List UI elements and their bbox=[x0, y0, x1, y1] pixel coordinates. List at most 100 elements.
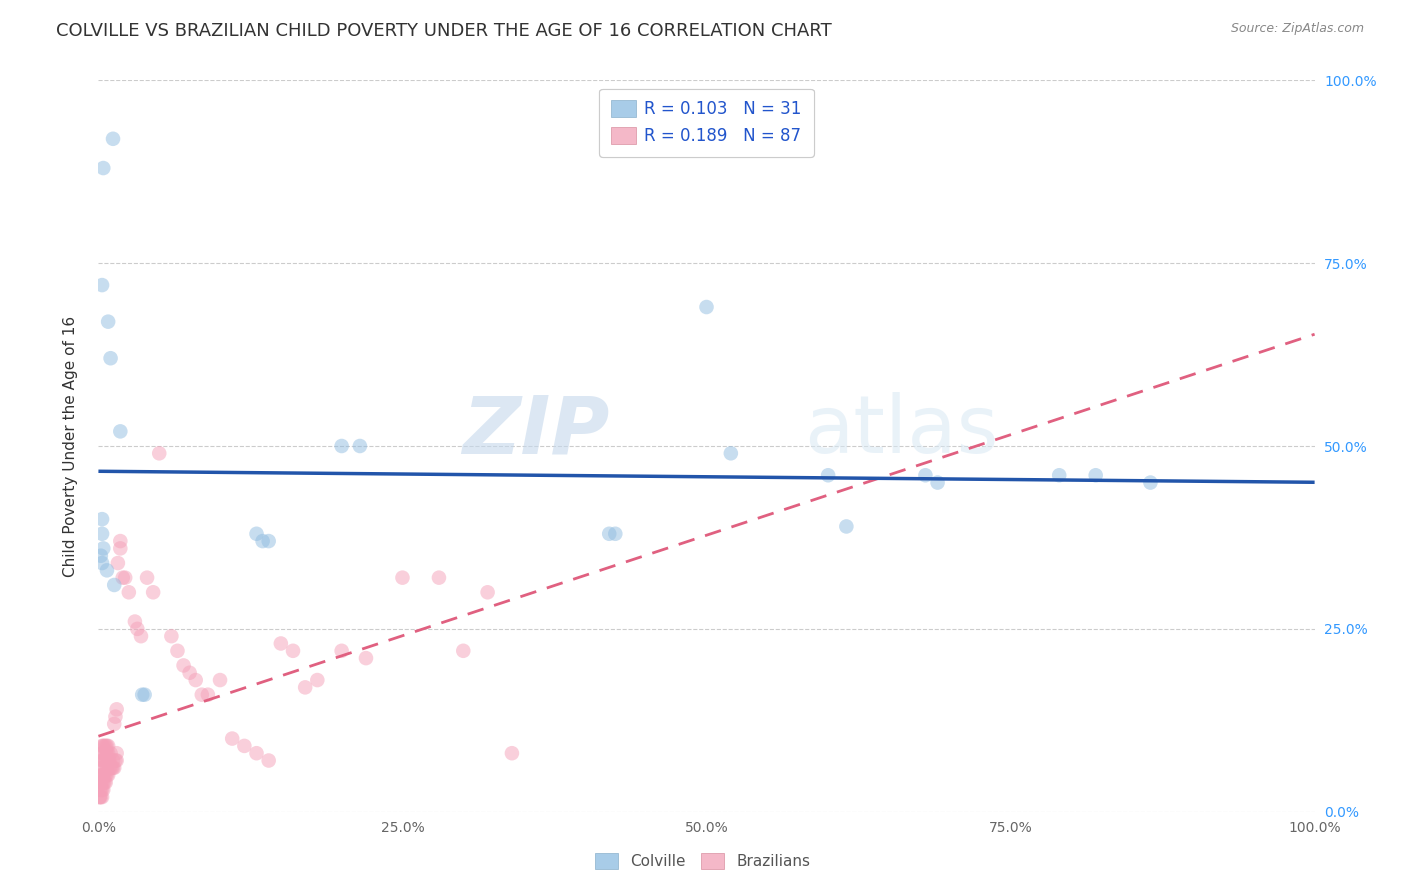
Point bbox=[257, 534, 280, 549]
Text: atlas: atlas bbox=[804, 392, 998, 470]
Point bbox=[91, 512, 114, 526]
Point bbox=[160, 629, 183, 643]
Point bbox=[209, 673, 232, 687]
Point bbox=[179, 665, 201, 680]
Point bbox=[110, 541, 132, 556]
Point bbox=[427, 571, 450, 585]
Point bbox=[93, 775, 115, 789]
Point bbox=[127, 622, 149, 636]
Point bbox=[1139, 475, 1161, 490]
Point bbox=[252, 534, 274, 549]
Point bbox=[233, 739, 256, 753]
Point bbox=[1084, 468, 1107, 483]
Point bbox=[96, 761, 118, 775]
Point bbox=[91, 526, 114, 541]
Point bbox=[184, 673, 207, 687]
Point bbox=[91, 754, 114, 768]
Point bbox=[96, 768, 118, 782]
Point bbox=[96, 563, 118, 577]
Point bbox=[307, 673, 329, 687]
Point bbox=[98, 761, 121, 775]
Point bbox=[817, 468, 839, 483]
Point bbox=[330, 439, 353, 453]
Point bbox=[93, 739, 115, 753]
Text: Source: ZipAtlas.com: Source: ZipAtlas.com bbox=[1230, 22, 1364, 36]
Point bbox=[100, 746, 122, 760]
Point bbox=[354, 651, 377, 665]
Point bbox=[598, 526, 620, 541]
Point bbox=[90, 790, 112, 805]
Point bbox=[696, 300, 718, 314]
Point bbox=[94, 739, 117, 753]
Point bbox=[98, 754, 121, 768]
Point bbox=[91, 775, 114, 789]
Legend: R = 0.103   N = 31, R = 0.189   N = 87: R = 0.103 N = 31, R = 0.189 N = 87 bbox=[599, 88, 814, 157]
Point bbox=[91, 746, 114, 760]
Point bbox=[257, 754, 280, 768]
Point bbox=[245, 526, 267, 541]
Point bbox=[101, 761, 124, 775]
Point bbox=[129, 629, 152, 643]
Point bbox=[97, 768, 120, 782]
Point bbox=[90, 549, 112, 563]
Point bbox=[720, 446, 742, 460]
Point bbox=[914, 468, 936, 483]
Point bbox=[270, 636, 292, 650]
Point bbox=[104, 754, 127, 768]
Text: COLVILLE VS BRAZILIAN CHILD POVERTY UNDER THE AGE OF 16 CORRELATION CHART: COLVILLE VS BRAZILIAN CHILD POVERTY UNDE… bbox=[56, 22, 832, 40]
Point bbox=[166, 644, 188, 658]
Point bbox=[91, 761, 114, 775]
Legend: Colville, Brazilians: Colville, Brazilians bbox=[589, 847, 817, 875]
Point bbox=[91, 556, 114, 570]
Point bbox=[89, 775, 111, 789]
Point bbox=[90, 768, 112, 782]
Point bbox=[100, 351, 122, 366]
Point bbox=[94, 746, 117, 760]
Point bbox=[118, 585, 141, 599]
Point bbox=[349, 439, 371, 453]
Point bbox=[221, 731, 243, 746]
Point bbox=[94, 775, 117, 789]
Point bbox=[91, 775, 114, 789]
Point bbox=[91, 768, 114, 782]
Point bbox=[927, 475, 949, 490]
Point bbox=[281, 644, 304, 658]
Point bbox=[91, 739, 114, 753]
Point bbox=[101, 754, 124, 768]
Point bbox=[245, 746, 267, 760]
Point bbox=[197, 688, 219, 702]
Point bbox=[94, 754, 117, 768]
Point bbox=[91, 754, 114, 768]
Point bbox=[94, 768, 117, 782]
Point bbox=[605, 526, 627, 541]
Point bbox=[93, 761, 115, 775]
Point bbox=[114, 571, 136, 585]
Point bbox=[173, 658, 195, 673]
Point bbox=[142, 585, 165, 599]
Point bbox=[107, 556, 129, 570]
Point bbox=[501, 746, 523, 760]
Point bbox=[131, 688, 153, 702]
Point bbox=[89, 790, 111, 805]
Point bbox=[104, 709, 127, 723]
Point bbox=[101, 761, 124, 775]
Point bbox=[91, 541, 114, 556]
Point bbox=[191, 688, 214, 702]
Point bbox=[97, 746, 120, 760]
Point bbox=[91, 768, 114, 782]
Point bbox=[90, 782, 112, 797]
Point bbox=[93, 768, 115, 782]
Point bbox=[96, 746, 118, 760]
Point bbox=[110, 425, 132, 439]
Point bbox=[97, 754, 120, 768]
Point bbox=[90, 775, 112, 789]
Point bbox=[91, 739, 114, 753]
Point bbox=[91, 746, 114, 760]
Point bbox=[148, 446, 170, 460]
Point bbox=[391, 571, 413, 585]
Point bbox=[294, 681, 316, 695]
Point bbox=[124, 615, 146, 629]
Point bbox=[91, 782, 114, 797]
Point bbox=[96, 739, 118, 753]
Point bbox=[97, 315, 120, 329]
